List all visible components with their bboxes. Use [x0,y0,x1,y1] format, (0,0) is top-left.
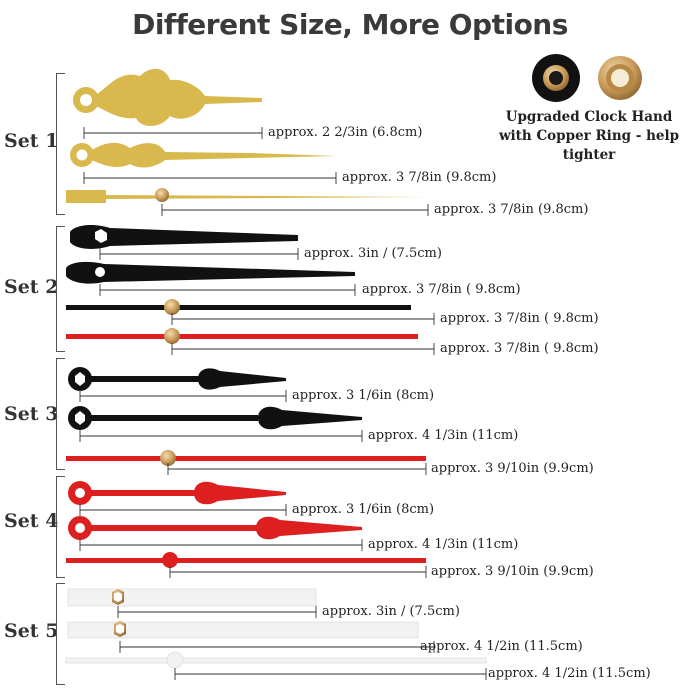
set-4-bracket [56,476,65,578]
set-4-second-hand [66,552,426,568]
dimension-lines [79,127,487,680]
set-1-minute-hand [70,142,336,168]
set-4-minute-hand [68,516,362,540]
set-4-minute-size: approx. 4 1/3in (11cm) [368,537,519,552]
set-2-second-hand-red [66,328,418,344]
set-1-minute-size: approx. 3 7/8in (9.8cm) [342,170,497,185]
set-3-hour-hand [68,367,286,391]
set-4-second-size: approx. 3 9/10in (9.9cm) [431,564,594,579]
set-1-label: Set 1 [4,130,59,152]
set-5-label: Set 5 [4,620,59,642]
copper-ring-icon [598,56,642,100]
set-2-minute-size: approx. 3 7/8in ( 9.8cm) [362,282,521,297]
set-1-bracket [56,73,65,215]
set-5-second-hand [65,651,487,669]
set-2-hour-hand [70,225,298,249]
set-5-bracket [56,583,65,685]
set-4-hour-size: approx. 3 1/6in (8cm) [292,502,435,517]
set-2-second-black-size: approx. 3 7/8in ( 9.8cm) [440,311,599,326]
ring-caption-line2: with Copper Ring - help tighter [498,128,680,163]
set-1-second-size: approx. 3 7/8in (9.8cm) [434,202,589,217]
set-4-hour-hand [68,481,286,505]
set-2-label: Set 2 [4,276,59,298]
set-1-hour-hand [73,68,262,126]
set-2-second-red-size: approx. 3 7/8in ( 9.8cm) [440,341,599,356]
set-3-minute-hand [68,406,362,430]
set-3-second-hand [66,450,426,466]
set-2-hour-size: approx. 3in / (7.5cm) [304,246,442,261]
page-title: Different Size, More Options [132,8,568,41]
black-ring-icon [532,54,580,102]
set-2-minute-hand [66,261,355,284]
set-3-label: Set 3 [4,403,59,425]
set-5-hour-size: approx. 3in / (7.5cm) [322,604,460,619]
set-2-second-hand-black [66,299,411,315]
set-5-second-size: approx. 4 1/2in (11.5cm) [488,666,651,681]
set-5-minute-size: approx. 4 1/2in (11.5cm) [420,639,583,654]
set-2-bracket [56,226,65,352]
set-3-bracket [56,358,65,470]
set-5-hour-hand [67,588,317,607]
set-1-second-hand [66,188,428,203]
set-4-label: Set 4 [4,510,59,532]
set-1-hour-size: approx. 2 2/3in (6.8cm) [268,125,423,140]
copper-ring-caption: Upgraded Clock Hand with Copper Ring - h… [478,108,700,165]
set-3-hour-size: approx. 3 1/6in (8cm) [292,388,435,403]
set-5-minute-hand [67,621,419,639]
ring-caption-line1: Upgraded Clock Hand [505,109,673,125]
set-3-minute-size: approx. 4 1/3in (11cm) [368,428,519,443]
set-3-second-size: approx. 3 9/10in (9.9cm) [431,461,594,476]
